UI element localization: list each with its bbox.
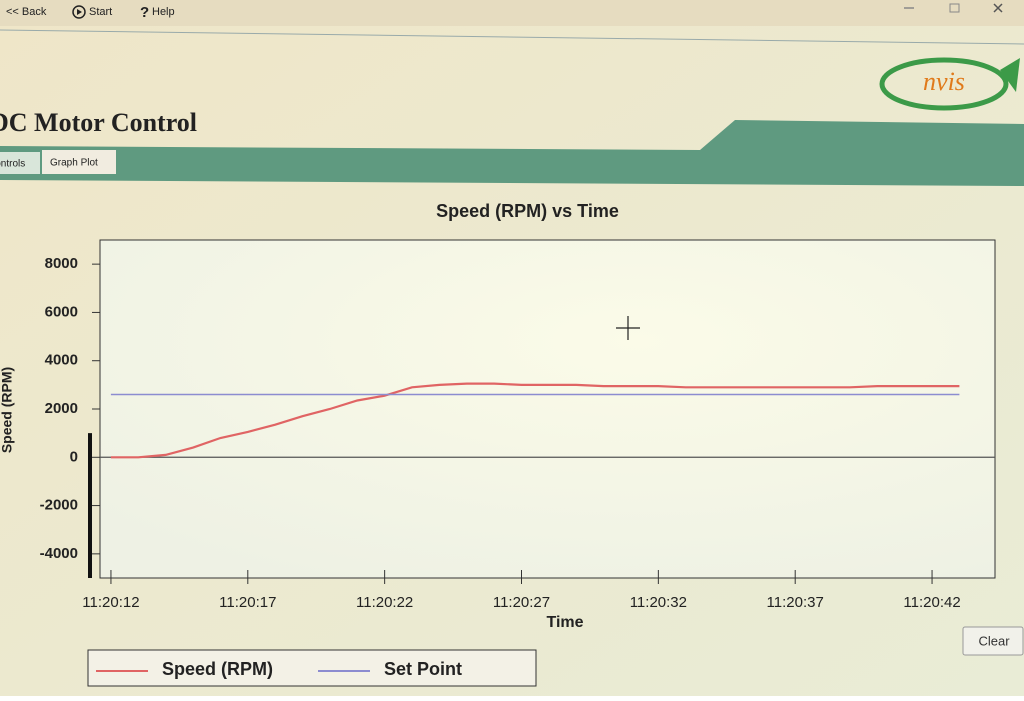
cursor bbox=[616, 316, 640, 340]
y-tick-label: 6000 bbox=[45, 303, 78, 320]
series-line bbox=[110, 382, 960, 459]
x-tick-label: 11:20:17 bbox=[219, 594, 276, 611]
chart: Speed (RPM) vs Time Time Speed (RPM) -4000 -… bbox=[0, 201, 996, 687]
app-title: DC Motor Control bbox=[0, 108, 197, 137]
x-tick-label: 11:20:42 bbox=[903, 594, 960, 611]
logo-ring bbox=[879, 57, 1009, 111]
tab-graph-label[interactable]: Graph Plot bbox=[50, 158, 98, 169]
close[interactable] bbox=[993, 3, 1003, 13]
start-icon-arrow bbox=[77, 9, 82, 15]
legend-label: Set Point bbox=[384, 659, 462, 679]
start-button[interactable]: Start bbox=[89, 6, 112, 18]
tab-controls[interactable] bbox=[0, 152, 40, 174]
y-tick-label: 8000 bbox=[45, 255, 78, 272]
y-tick-label: 2000 bbox=[45, 400, 78, 417]
y-axis-label: Speed (RPM) bbox=[0, 367, 15, 453]
legend bbox=[87, 649, 537, 687]
plot-area bbox=[99, 239, 996, 579]
maximize[interactable] bbox=[949, 3, 960, 13]
clear-button[interactable] bbox=[962, 626, 1024, 656]
tab-controls-label[interactable]: Controls bbox=[0, 159, 25, 170]
chart-title: Speed (RPM) vs Time bbox=[436, 201, 619, 221]
header-separator bbox=[0, 29, 1024, 45]
tab-graph[interactable] bbox=[42, 150, 116, 174]
x-tick-label: 11:20:27 bbox=[493, 594, 550, 611]
help-icon: ? bbox=[140, 4, 149, 21]
clear-label[interactable]: Clear bbox=[978, 633, 1010, 648]
x-tick-label: 11:20:12 bbox=[82, 594, 139, 611]
x-tick-label: 11:20:32 bbox=[630, 594, 687, 611]
start-icon bbox=[72, 5, 86, 19]
back-button[interactable]: << Back bbox=[6, 6, 47, 18]
y-tick-label: 0 bbox=[70, 448, 78, 465]
x-tick-label: 11:20:22 bbox=[356, 594, 413, 611]
y-tick-label: 4000 bbox=[45, 352, 78, 369]
y-tick-label: -4000 bbox=[40, 545, 78, 562]
logo-tail bbox=[1000, 58, 1020, 92]
help-button[interactable]: Help bbox=[152, 6, 175, 18]
legend-label: Speed (RPM) bbox=[162, 659, 273, 679]
x-axis-label: Time bbox=[546, 614, 583, 631]
y-tick-label: -2000 bbox=[40, 497, 78, 514]
header-band bbox=[0, 120, 1024, 186]
toolbar bbox=[0, 0, 1024, 26]
x-tick-label: 11:20:37 bbox=[767, 594, 824, 611]
logo: nvis bbox=[923, 67, 965, 96]
